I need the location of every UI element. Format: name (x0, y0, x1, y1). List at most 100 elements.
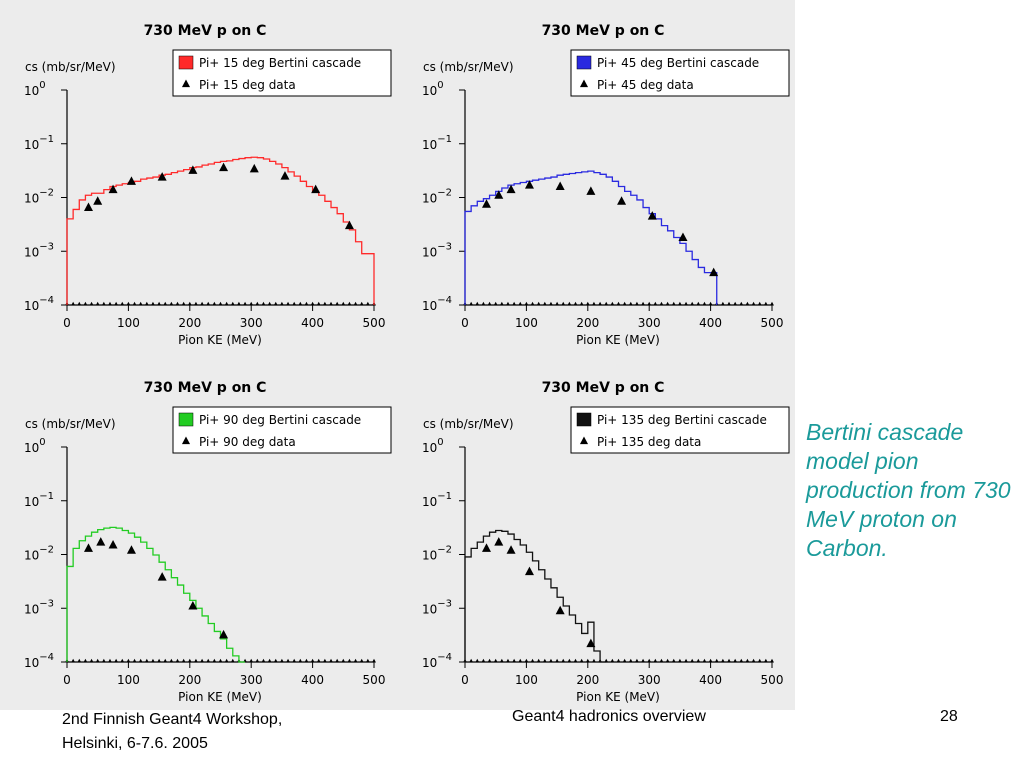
baseline-marker (708, 301, 713, 306)
chart-title: 730 MeV p on C (542, 380, 665, 396)
baseline-marker (255, 301, 260, 306)
plots-area: 730 MeV p on C cs (mb/sr/MeV) Pion KE (MeV… (0, 0, 795, 710)
baseline-marker (653, 658, 658, 663)
baseline-marker (727, 658, 731, 663)
baseline-marker (120, 301, 125, 306)
x-tick-label: 0 (63, 316, 71, 330)
x-axis-label: Pion KE (MeV) (576, 333, 660, 347)
baseline-marker (536, 301, 541, 306)
baseline-marker (628, 301, 633, 306)
baseline-marker (561, 301, 566, 306)
baseline-marker (622, 658, 627, 663)
baseline-marker (150, 301, 155, 306)
y-tick-label: 100 (422, 437, 444, 455)
data-point (93, 196, 103, 205)
x-axis-label: Pion KE (MeV) (576, 690, 660, 704)
baseline-marker (530, 301, 535, 306)
baseline-marker (506, 301, 510, 306)
data-point (647, 211, 657, 220)
y-tick-exponent: 0 (39, 80, 45, 91)
x-tick-label: 200 (576, 316, 599, 330)
baseline-marker (665, 658, 670, 663)
data-point (126, 176, 136, 185)
baseline-marker (579, 301, 584, 306)
baseline-marker (512, 658, 517, 663)
data-point (126, 545, 136, 554)
baseline-marker (187, 658, 192, 663)
baseline-marker (610, 658, 615, 663)
data-point (157, 572, 167, 581)
baseline-marker (71, 301, 76, 306)
page-number: 28 (940, 708, 958, 725)
baseline-marker (359, 658, 364, 663)
x-tick-label: 200 (576, 673, 599, 687)
baseline-marker (548, 301, 553, 306)
baseline-marker (469, 658, 474, 663)
x-tick-label: 100 (515, 673, 538, 687)
y-tick-label: 10−1 (422, 134, 452, 152)
data-point (249, 163, 259, 173)
y-tick-exponent: 0 (437, 437, 443, 448)
baseline-marker (499, 658, 504, 663)
x-tick-label: 400 (699, 316, 722, 330)
baseline-marker (757, 301, 762, 306)
baseline-marker (200, 658, 205, 663)
baseline-marker (335, 301, 340, 306)
y-tick-exponent: −1 (39, 491, 54, 502)
baseline-marker (622, 301, 627, 306)
baseline-marker (157, 658, 162, 663)
baseline-marker (647, 301, 652, 306)
baseline-marker (524, 301, 529, 306)
baseline-marker (108, 301, 112, 306)
y-tick-exponent: −1 (437, 134, 452, 145)
y-tick-exponent: −1 (437, 491, 452, 502)
baseline-marker (316, 658, 321, 663)
baseline-marker (702, 301, 707, 306)
baseline-marker (212, 658, 217, 663)
legend-label: Pi+ 15 deg Bertini cascade (199, 56, 361, 70)
y-tick-label: 10−3 (422, 241, 452, 259)
x-tick-label: 400 (301, 673, 324, 687)
footer-title: Geant4 hadronics overview (512, 708, 706, 725)
baseline-marker (126, 658, 131, 663)
baseline-marker (708, 658, 713, 663)
baseline-marker (230, 301, 235, 306)
series-line-3 (464, 529, 607, 663)
data-point (586, 186, 596, 195)
baseline-marker (751, 658, 756, 663)
baseline-marker (169, 301, 174, 306)
baseline-marker (206, 658, 211, 663)
baseline-marker (292, 301, 297, 306)
chart-90deg: 730 MeV p on C cs (mb/sr/MeV) Pion KE (MeV… (24, 380, 392, 704)
data-point (524, 566, 534, 576)
baseline-marker (610, 301, 615, 306)
y-tick-label: 10−2 (422, 188, 452, 206)
baseline-marker (518, 301, 523, 306)
chart-45deg: 730 MeV p on C cs (mb/sr/MeV) Pion KE (MeV… (422, 23, 790, 347)
baseline-marker (175, 301, 180, 306)
baseline-marker (684, 658, 689, 663)
legend-label: Pi+ 45 deg Bertini cascade (597, 56, 759, 70)
data-point (506, 545, 516, 554)
baseline-marker (365, 301, 370, 306)
baseline-marker (659, 301, 664, 306)
baseline-marker (298, 658, 303, 663)
baseline-marker (733, 658, 738, 663)
baseline-marker (279, 658, 284, 663)
data-point (524, 180, 534, 189)
y-tick-label: 10−2 (24, 188, 54, 206)
data-point (83, 543, 93, 552)
baseline-marker (616, 301, 621, 306)
data-point (219, 162, 229, 172)
baseline-marker (573, 658, 578, 663)
baseline-marker (634, 301, 639, 306)
baseline-marker (372, 658, 376, 663)
data-point (481, 199, 491, 208)
baseline-marker (684, 301, 689, 306)
baseline-marker (628, 658, 633, 663)
baseline-marker (255, 658, 260, 663)
data-point (280, 171, 290, 180)
baseline-marker (224, 658, 229, 663)
baseline-marker (518, 658, 523, 663)
y-tick-exponent: −4 (39, 652, 54, 663)
